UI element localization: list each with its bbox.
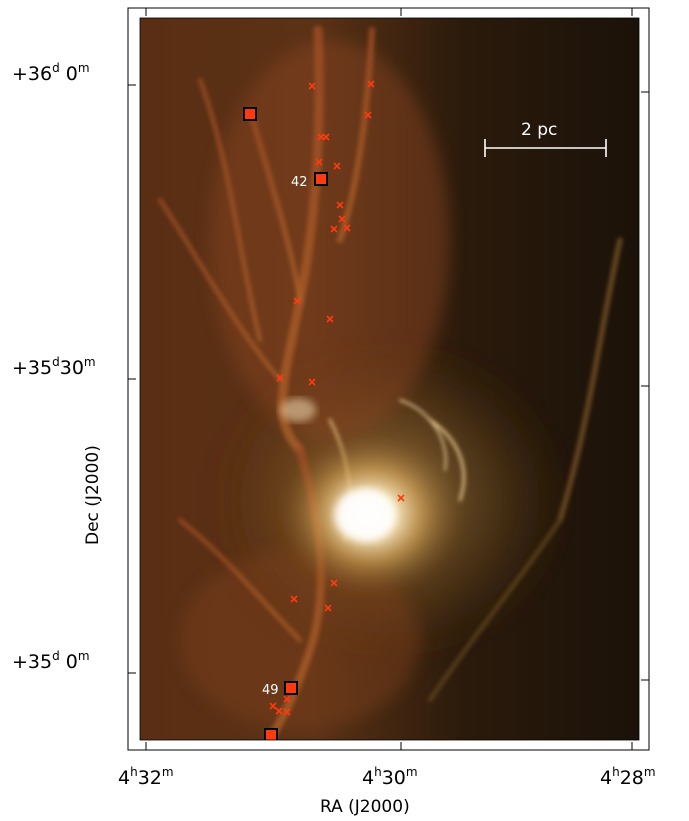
scale-bar-label: 2 pc	[521, 120, 557, 140]
y-axis-title: Dec (J2000)	[83, 445, 103, 545]
x-axis-title: RA (J2000)	[320, 797, 410, 817]
y-tick-label-35d0m: +35d 0m	[12, 649, 90, 673]
tick-marks	[128, 8, 649, 750]
nebula-image	[140, 18, 639, 740]
y-tick-label-35d30m: +35d30m	[12, 355, 96, 379]
boxed-sources	[243, 107, 328, 740]
source-label-42: 42	[291, 175, 308, 190]
scale-bar	[484, 139, 607, 157]
x-tick-label-4h30m: 4h30m	[362, 765, 418, 789]
source-label-49: 49	[262, 683, 279, 698]
source-markers	[269, 80, 405, 716]
y-tick-label-36d0m: +36d 0m	[12, 61, 90, 85]
x-tick-label-4h28m: 4h28m	[600, 765, 656, 789]
x-tick-label-4h32m: 4h32m	[118, 765, 174, 789]
